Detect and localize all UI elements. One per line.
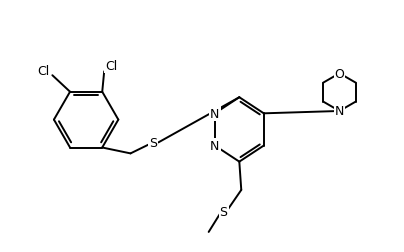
Text: Cl: Cl xyxy=(105,60,118,73)
Text: N: N xyxy=(335,105,344,118)
Text: S: S xyxy=(149,136,157,149)
Text: Cl: Cl xyxy=(38,64,50,77)
Text: N: N xyxy=(210,107,219,120)
Text: N: N xyxy=(210,139,219,152)
Text: S: S xyxy=(220,205,227,218)
Text: O: O xyxy=(335,68,344,80)
